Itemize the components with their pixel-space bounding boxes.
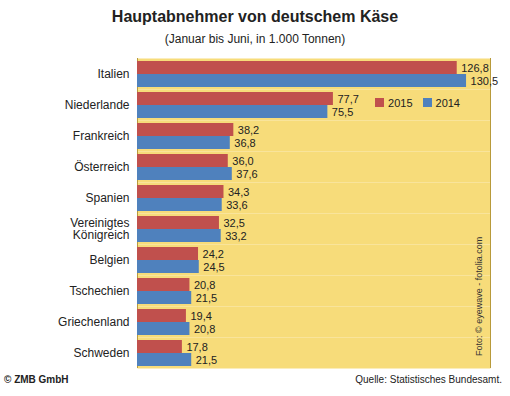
svg-text:77,7: 77,7 [337, 93, 358, 105]
svg-text:21,5: 21,5 [196, 292, 217, 304]
html-text:Quelle: Statistisches Bundesam: Quelle: Statistisches Bundesamt. [355, 374, 502, 385]
svg-text:37,6: 37,6 [236, 168, 257, 180]
svg-text:24,5: 24,5 [203, 261, 224, 273]
svg-text:32,5: 32,5 [223, 217, 244, 229]
svg-text:Niederlande: Niederlande [65, 98, 130, 112]
svg-text:126,8: 126,8 [461, 62, 489, 74]
svg-text:Österreich: Österreich [74, 160, 129, 174]
svg-text:33,2: 33,2 [225, 230, 246, 242]
html-text:2014: 2014 [435, 96, 460, 109]
svg-text:20,8: 20,8 [194, 279, 215, 291]
html-text:(Januar bis Juni, in 1.000 Ton: (Januar bis Juni, in 1.000 Tonnen) [164, 32, 346, 46]
svg-text:VereinigtesKönigreich: VereinigtesKönigreich [70, 216, 129, 242]
svg-text:38,2: 38,2 [238, 124, 259, 136]
html-text:Foto: © eyewave - fotolia.com: Foto: © eyewave - fotolia.com [474, 236, 484, 356]
svg-text:33,6: 33,6 [226, 199, 247, 211]
svg-text:Frankreich: Frankreich [73, 129, 130, 143]
svg-text:21,5: 21,5 [196, 354, 217, 366]
svg-text:36,0: 36,0 [232, 155, 253, 167]
svg-text:24,2: 24,2 [203, 248, 224, 260]
html-text:Hauptabnehmer von deutschem Kä: Hauptabnehmer von deutschem Käse [111, 8, 399, 25]
svg-text:36,8: 36,8 [234, 137, 255, 149]
svg-text:Tschechien: Tschechien [69, 284, 129, 298]
svg-text:Belgien: Belgien [89, 253, 129, 267]
svg-text:Schweden: Schweden [73, 346, 129, 360]
svg-text:34,3: 34,3 [228, 186, 249, 198]
svg-text:Spanien: Spanien [85, 191, 129, 205]
svg-text:19,4: 19,4 [190, 310, 211, 322]
svg-text:Griechenland: Griechenland [58, 315, 129, 329]
svg-text:130,5: 130,5 [471, 75, 499, 87]
svg-text:17,8: 17,8 [186, 341, 207, 353]
html-text:2015: 2015 [388, 96, 413, 109]
svg-text:Italien: Italien [97, 67, 129, 81]
svg-text:20,8: 20,8 [194, 323, 215, 335]
html-text:© ZMB GmbH: © ZMB GmbH [4, 374, 69, 385]
svg-text:75,5: 75,5 [332, 106, 353, 118]
